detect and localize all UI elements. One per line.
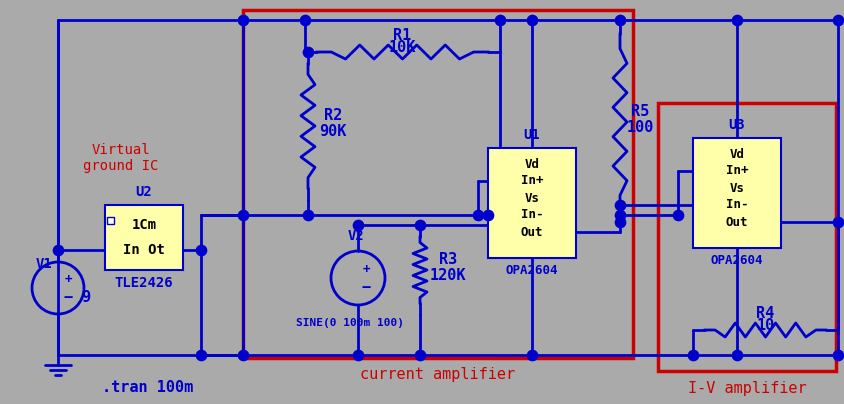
Text: R2: R2	[323, 109, 342, 124]
Bar	[243, 10, 632, 358]
Point	[493, 17, 506, 23]
Text: −: −	[361, 280, 371, 295]
Point	[236, 17, 250, 23]
Bar	[488, 148, 576, 258]
Bar	[657, 103, 835, 371]
Point	[613, 202, 626, 208]
Point	[413, 352, 426, 358]
Text: 120K: 120K	[430, 269, 466, 284]
Text: 10: 10	[755, 318, 774, 333]
Point	[525, 352, 538, 358]
Text: TLE2426: TLE2426	[115, 276, 173, 290]
Point	[613, 17, 626, 23]
Text: Out: Out	[520, 225, 543, 238]
Text: Vs: Vs	[728, 181, 744, 194]
Text: +: +	[64, 273, 72, 286]
Point	[351, 352, 365, 358]
Text: R5: R5	[630, 105, 648, 120]
Text: I-V amplifier: I-V amplifier	[687, 381, 805, 396]
Text: current amplifier: current amplifier	[360, 368, 515, 383]
Point	[298, 17, 311, 23]
Point	[613, 219, 626, 225]
Point	[300, 49, 314, 55]
Point	[194, 247, 208, 253]
Text: V1: V1	[35, 257, 52, 271]
Text: 10K: 10K	[388, 40, 416, 55]
Point	[351, 222, 365, 228]
Text: Virtual
ground IC: Virtual ground IC	[84, 143, 159, 173]
Text: SINE(0 100m 100): SINE(0 100m 100)	[295, 318, 403, 328]
Text: In-: In-	[725, 198, 748, 212]
Text: V2: V2	[347, 229, 364, 243]
Text: R4: R4	[755, 305, 774, 320]
Text: OPA2604: OPA2604	[506, 265, 558, 278]
Text: In+: In+	[520, 175, 543, 187]
Text: 90K: 90K	[319, 124, 346, 139]
Point	[236, 352, 250, 358]
Text: R3: R3	[438, 252, 457, 267]
Text: In-: In-	[520, 208, 543, 221]
Point	[830, 17, 844, 23]
Point	[830, 219, 844, 225]
Text: +: +	[362, 263, 370, 276]
Point	[525, 17, 538, 23]
Point	[685, 352, 699, 358]
Text: In Ot: In Ot	[123, 243, 165, 257]
Text: R1: R1	[393, 27, 411, 42]
Point	[830, 352, 844, 358]
Text: U3: U3	[728, 118, 744, 132]
Point	[194, 352, 208, 358]
Point	[613, 212, 626, 218]
Point	[300, 212, 314, 218]
Bar	[107, 217, 114, 224]
Text: 100: 100	[625, 120, 653, 135]
Text: U2: U2	[136, 185, 152, 199]
Text: Vd: Vd	[728, 147, 744, 160]
Point	[471, 212, 484, 218]
Text: .tran 100m: .tran 100m	[102, 381, 193, 396]
Point	[729, 17, 743, 23]
Text: 9: 9	[81, 290, 90, 305]
Text: Vd: Vd	[524, 158, 538, 170]
Point	[51, 247, 65, 253]
Text: Vs: Vs	[524, 191, 538, 204]
Point	[729, 352, 743, 358]
Point	[236, 212, 250, 218]
Text: U1: U1	[523, 128, 539, 142]
Bar	[105, 205, 183, 270]
Text: In+: In+	[725, 164, 748, 177]
Point	[413, 222, 426, 228]
Point	[670, 212, 684, 218]
Point	[481, 212, 495, 218]
Text: 1Cm: 1Cm	[132, 218, 156, 232]
Text: −: −	[63, 290, 73, 305]
Text: OPA2604: OPA2604	[710, 255, 762, 267]
Text: Out: Out	[725, 215, 748, 229]
Bar	[692, 138, 780, 248]
